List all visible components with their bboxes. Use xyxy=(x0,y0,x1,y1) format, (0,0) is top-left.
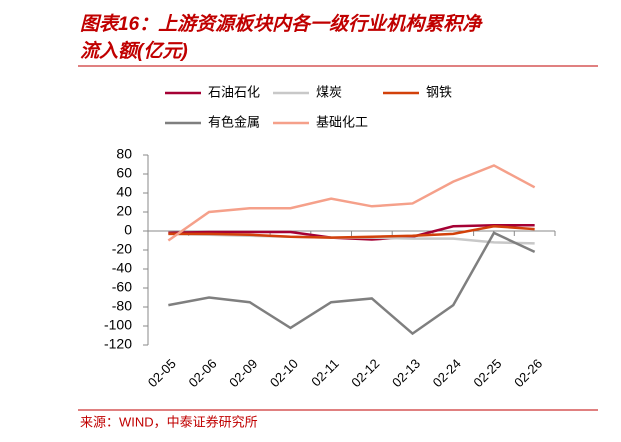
y-tick-label: 80 xyxy=(116,146,132,162)
y-tick-label: -100 xyxy=(104,317,132,333)
y-tick-label: 20 xyxy=(116,203,132,219)
x-tick-label: 02-25 xyxy=(470,356,504,390)
x-tick-label: 02-06 xyxy=(185,356,219,390)
series-line xyxy=(168,231,536,336)
y-tick-label: 40 xyxy=(116,184,132,200)
y-tick-label: -60 xyxy=(112,279,132,295)
source: 来源：WIND，中泰证券研究所 xyxy=(80,414,258,429)
x-tick-label: 02-10 xyxy=(267,356,301,390)
y-tick-label: -20 xyxy=(112,241,132,257)
x-tick-label: 02-12 xyxy=(348,356,382,390)
chart-title: 流入额(亿元) xyxy=(80,40,188,62)
series-line xyxy=(167,164,536,242)
x-tick-label: 02-11 xyxy=(308,356,341,389)
legend-label: 钢铁 xyxy=(426,84,452,99)
legend-label: 基础化工 xyxy=(316,114,368,129)
x-tick-label: 02-24 xyxy=(430,356,464,390)
x-tick-label: 02-09 xyxy=(226,356,260,390)
legend-label: 有色金属 xyxy=(208,114,260,129)
y-tick-label: -80 xyxy=(112,298,132,314)
chart-title: 图表16：上游资源板块内各一级行业机构累积净 xyxy=(80,13,483,35)
y-tick-label: -120 xyxy=(104,336,132,352)
x-tick-label: 02-13 xyxy=(389,356,423,390)
y-tick-label: 60 xyxy=(116,165,132,181)
legend-label: 煤炭 xyxy=(316,84,342,99)
series-line xyxy=(168,224,535,239)
x-tick-label: 02-26 xyxy=(511,356,545,390)
x-tick-label: 02-05 xyxy=(145,356,179,390)
legend-label: 石油石化 xyxy=(208,84,260,99)
y-tick-label: 0 xyxy=(124,222,132,238)
y-tick-label: -40 xyxy=(112,260,132,276)
